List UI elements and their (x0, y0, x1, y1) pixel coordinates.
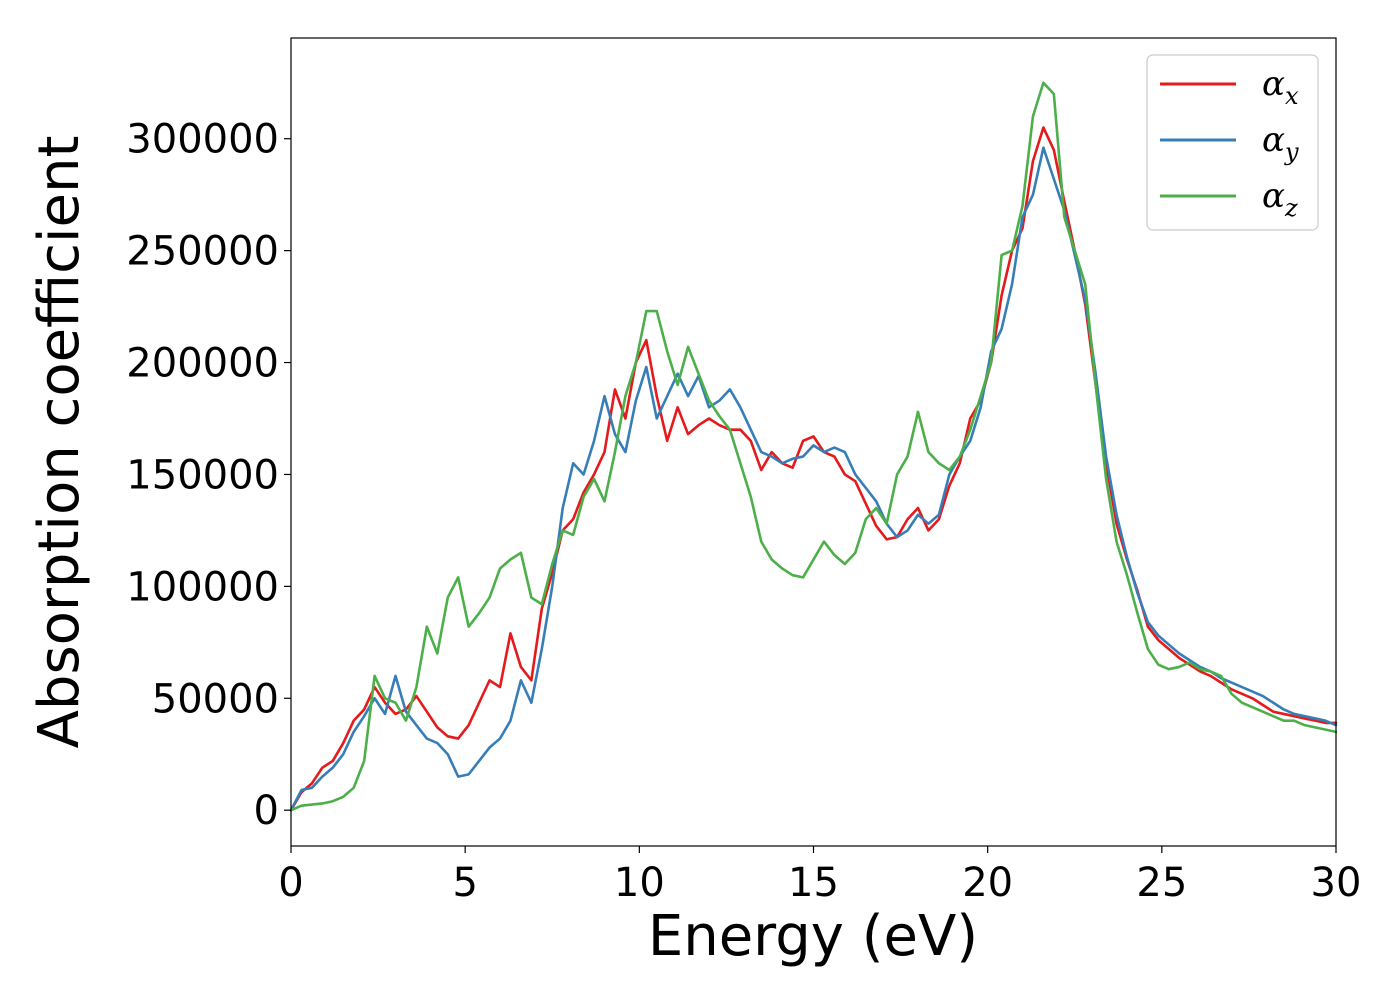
y-tick-label: 50000 (152, 676, 279, 722)
series-line-z (289, 81, 1338, 812)
legend-box (1146, 54, 1319, 231)
y-tick-label: 250000 (126, 229, 279, 275)
y-tick-label: 200000 (126, 341, 279, 387)
legend-label-z: αz (1262, 176, 1298, 222)
x-axis-title: Energy (eV) (648, 904, 978, 969)
x-axis-ticks: 0 5 10 15 20 25 30 (278, 846, 1361, 906)
y-tick-label: 100000 (126, 564, 279, 610)
y-tick-label: 150000 (126, 452, 279, 498)
x-tick-label: 25 (1136, 860, 1187, 906)
series-layer (289, 81, 1338, 812)
x-tick-label: 5 (452, 860, 477, 906)
series-line-x (289, 126, 1338, 812)
x-tick-label: 30 (1311, 860, 1362, 906)
x-tick-label: 10 (614, 860, 665, 906)
x-tick-label: 15 (788, 860, 839, 906)
x-tick-label: 0 (278, 860, 303, 906)
y-tick-label: 300000 (126, 117, 279, 163)
legend: αx αy αz (1146, 54, 1319, 231)
legend-label-y: αy (1262, 120, 1299, 166)
legend-label-x: αx (1262, 64, 1299, 110)
series-line-y (289, 146, 1338, 812)
x-tick-label: 20 (962, 860, 1013, 906)
y-tick-label: 0 (254, 788, 279, 834)
y-axis-title: Absorption coefficient (27, 136, 92, 749)
y-axis-ticks: 0 50000 100000 150000 200000 250000 300000 (126, 117, 291, 834)
